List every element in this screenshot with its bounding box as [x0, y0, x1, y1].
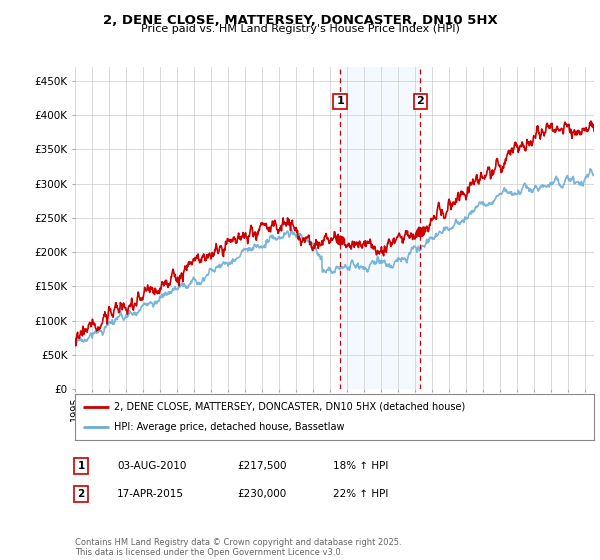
Text: £230,000: £230,000	[237, 489, 286, 499]
Text: 2: 2	[416, 96, 424, 106]
Text: £217,500: £217,500	[237, 461, 287, 471]
Text: Contains HM Land Registry data © Crown copyright and database right 2025.
This d: Contains HM Land Registry data © Crown c…	[75, 538, 401, 557]
Bar	[340, 67, 420, 389]
Text: 2, DENE CLOSE, MATTERSEY, DONCASTER, DN10 5HX: 2, DENE CLOSE, MATTERSEY, DONCASTER, DN1…	[103, 14, 497, 27]
Text: 18% ↑ HPI: 18% ↑ HPI	[333, 461, 388, 471]
Text: 1: 1	[77, 461, 85, 471]
Text: 1: 1	[336, 96, 344, 106]
Text: 03-AUG-2010: 03-AUG-2010	[117, 461, 187, 471]
Text: 17-APR-2015: 17-APR-2015	[117, 489, 184, 499]
Text: 2: 2	[77, 489, 85, 499]
Text: 2, DENE CLOSE, MATTERSEY, DONCASTER, DN10 5HX (detached house): 2, DENE CLOSE, MATTERSEY, DONCASTER, DN1…	[114, 402, 465, 412]
Text: 22% ↑ HPI: 22% ↑ HPI	[333, 489, 388, 499]
Text: HPI: Average price, detached house, Bassetlaw: HPI: Average price, detached house, Bass…	[114, 422, 344, 432]
Text: Price paid vs. HM Land Registry's House Price Index (HPI): Price paid vs. HM Land Registry's House …	[140, 24, 460, 34]
